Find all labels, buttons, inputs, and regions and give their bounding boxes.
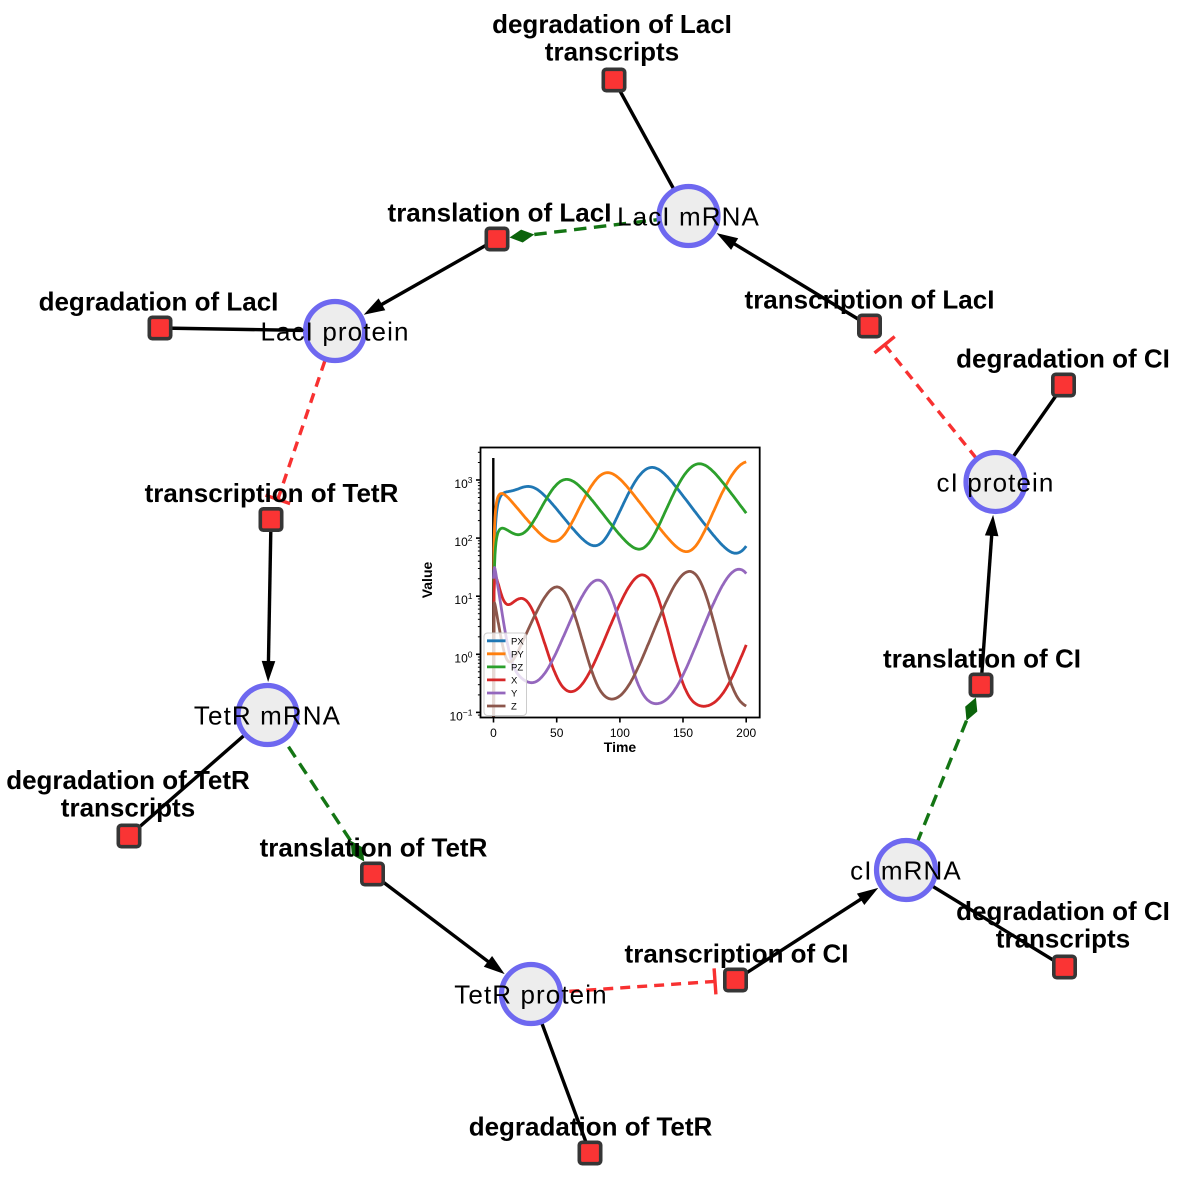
- svg-text:LacI protein: LacI protein: [260, 316, 409, 346]
- svg-text:150: 150: [673, 726, 693, 740]
- svg-text:degradation of LacI: degradation of LacI: [492, 9, 732, 39]
- svg-text:Value: Value: [419, 562, 435, 599]
- svg-text:transcription of LacI: transcription of LacI: [745, 285, 995, 315]
- svg-text:degradation of TetR: degradation of TetR: [6, 765, 250, 795]
- svg-text:transcription of CI: transcription of CI: [625, 939, 849, 969]
- svg-text:0: 0: [490, 726, 497, 740]
- svg-text:200: 200: [736, 726, 756, 740]
- svg-text:degradation of CI: degradation of CI: [956, 896, 1170, 926]
- svg-text:degradation of LacI: degradation of LacI: [39, 287, 279, 317]
- svg-text:translation of CI: translation of CI: [883, 644, 1081, 674]
- svg-text:translation of LacI: translation of LacI: [388, 198, 612, 228]
- svg-text:Y: Y: [511, 689, 518, 700]
- svg-text:PZ: PZ: [511, 663, 523, 674]
- svg-text:TetR mRNA: TetR mRNA: [194, 700, 341, 730]
- svg-text:degradation of TetR: degradation of TetR: [469, 1112, 713, 1142]
- svg-text:PX: PX: [511, 636, 524, 647]
- svg-text:transcripts: transcripts: [545, 37, 679, 67]
- svg-text:translation of TetR: translation of TetR: [260, 833, 488, 863]
- svg-text:PY: PY: [511, 649, 524, 660]
- svg-text:transcripts: transcripts: [996, 924, 1130, 954]
- svg-text:transcription of TetR: transcription of TetR: [145, 478, 399, 508]
- svg-text:cI protein: cI protein: [937, 467, 1055, 497]
- svg-text:degradation of CI: degradation of CI: [956, 344, 1170, 374]
- svg-text:LacI mRNA: LacI mRNA: [617, 201, 760, 231]
- svg-text:Z: Z: [511, 702, 517, 713]
- svg-text:50: 50: [550, 726, 564, 740]
- svg-text:transcripts: transcripts: [61, 793, 195, 823]
- svg-text:Time: Time: [604, 739, 637, 755]
- svg-text:X: X: [511, 676, 518, 687]
- svg-text:100: 100: [610, 726, 630, 740]
- svg-text:TetR protein: TetR protein: [454, 979, 607, 1009]
- svg-text:cI mRNA: cI mRNA: [850, 855, 962, 885]
